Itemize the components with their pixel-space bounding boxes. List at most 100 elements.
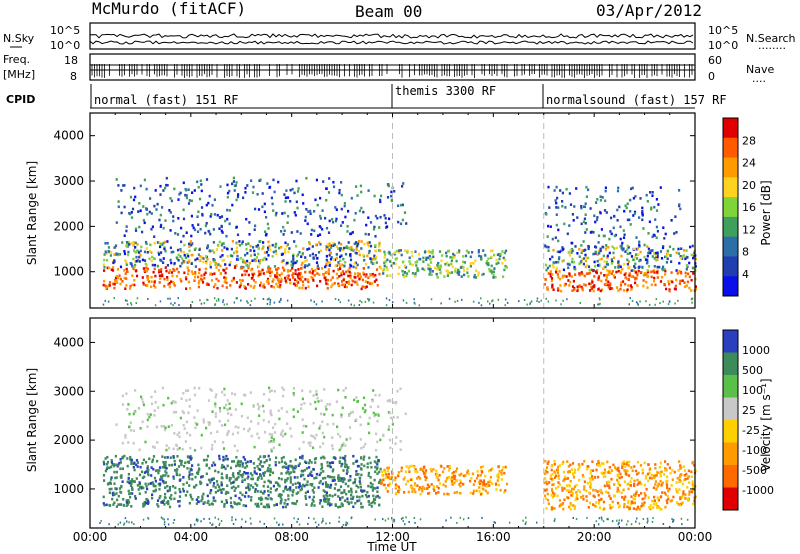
- scatter-cell: [550, 477, 553, 481]
- ground-scatter-cell: [655, 298, 658, 301]
- scatter-cell: [190, 468, 193, 472]
- scatter-cell: [255, 245, 258, 248]
- scatter-cell: [328, 475, 331, 478]
- scatter-cell: [310, 434, 313, 437]
- scatter-cell: [163, 466, 166, 469]
- scatter-cell: [597, 459, 600, 463]
- ground-scatter-cell: [195, 519, 198, 522]
- ground-scatter-cell: [494, 521, 496, 524]
- scatter-cell: [610, 258, 613, 261]
- scatter-cell: [362, 210, 365, 214]
- scatter-cell: [206, 257, 209, 261]
- colorbar-tick-label: -500: [742, 464, 767, 477]
- scatter-cell: [346, 225, 349, 228]
- ground-scatter-cell: [208, 517, 211, 520]
- colorbar-cell: [723, 137, 738, 159]
- scatter-cell: [284, 461, 287, 464]
- scatter-cell: [188, 473, 191, 476]
- scatter-cell: [261, 268, 264, 272]
- ground-scatter-cell: [586, 516, 588, 519]
- scatter-cell: [619, 271, 622, 275]
- scatter-cell: [396, 484, 399, 488]
- scatter-cell: [474, 276, 478, 279]
- scatter-cell: [200, 475, 203, 479]
- scatter-cell: [401, 269, 404, 273]
- scatter-cell: [135, 463, 138, 467]
- scatter-cell: [550, 493, 553, 497]
- scatter-cell: [607, 491, 610, 495]
- scatter-cell: [154, 489, 157, 493]
- scatter-cell: [484, 254, 487, 257]
- scatter-cell: [400, 253, 403, 257]
- scatter-cell: [623, 462, 626, 466]
- scatter-cell: [630, 477, 633, 480]
- scatter-cell: [364, 442, 367, 446]
- scatter-cell: [312, 421, 315, 425]
- scatter-cell: [608, 270, 611, 273]
- scatter-cell: [646, 254, 649, 258]
- scatter-cell: [243, 478, 246, 482]
- scatter-cell: [127, 501, 131, 504]
- scatter-cell: [240, 402, 243, 406]
- scatter-cell: [386, 469, 390, 473]
- scatter-cell: [387, 428, 390, 431]
- scatter-cell: [221, 284, 224, 288]
- scatter-cell: [360, 456, 363, 460]
- scatter-cell: [556, 250, 559, 254]
- scatter-cell: [411, 263, 414, 267]
- scatter-cell: [608, 466, 611, 469]
- scatter-cell: [252, 286, 255, 289]
- scatter-cell: [627, 487, 630, 491]
- scatter-cell: [292, 257, 295, 261]
- scatter-cell: [618, 489, 621, 493]
- scatter-cell: [666, 486, 669, 490]
- scatter-cell: [113, 259, 116, 262]
- scatter-cell: [334, 493, 337, 497]
- scatter-cell: [316, 256, 319, 260]
- scatter-cell: [128, 492, 131, 496]
- scatter-cell: [634, 255, 637, 259]
- scatter-cell: [477, 271, 480, 274]
- scatter-cell: [360, 473, 363, 477]
- scatter-cell: [599, 249, 602, 253]
- x-tick-label: 04:00: [174, 530, 209, 544]
- scatter-cell: [221, 390, 224, 394]
- scatter-cell: [342, 442, 345, 445]
- scatter-cell: [278, 285, 282, 289]
- scatter-cell: [238, 240, 241, 243]
- scatter-cell: [183, 253, 186, 257]
- scatter-cell: [611, 260, 614, 263]
- scatter-cell: [215, 266, 218, 269]
- scatter-cell: [585, 489, 588, 493]
- scatter-cell: [606, 256, 609, 259]
- scatter-cell: [601, 472, 604, 475]
- scatter-cell: [390, 194, 393, 198]
- scatter-cell: [148, 250, 152, 253]
- scatter-cell: [684, 497, 687, 500]
- scatter-cell: [360, 446, 363, 450]
- scatter-cell: [280, 407, 283, 410]
- scatter-cell: [219, 255, 222, 259]
- scatter-cell: [298, 275, 301, 278]
- scatter-cell: [671, 478, 674, 481]
- scatter-cell: [361, 494, 364, 498]
- scatter-cell: [164, 481, 167, 484]
- scatter-cell: [341, 491, 344, 495]
- scatter-cell: [451, 483, 454, 486]
- scatter-cell: [572, 260, 576, 264]
- scatter-cell: [559, 284, 562, 287]
- ground-scatter-cell: [232, 523, 235, 525]
- scatter-cell: [292, 488, 295, 492]
- scatter-cell: [447, 263, 450, 267]
- scatter-cell: [587, 506, 590, 509]
- scatter-cell: [319, 445, 322, 449]
- scatter-cell: [691, 480, 694, 483]
- scatter-cell: [220, 224, 223, 228]
- ground-scatter-cell: [492, 299, 494, 302]
- scatter-cell: [562, 259, 565, 262]
- scatter-cell: [492, 273, 495, 277]
- scatter-cell: [374, 255, 378, 259]
- scatter-cell: [632, 497, 635, 501]
- scatter-cell: [598, 506, 601, 509]
- scatter-cell: [641, 212, 644, 216]
